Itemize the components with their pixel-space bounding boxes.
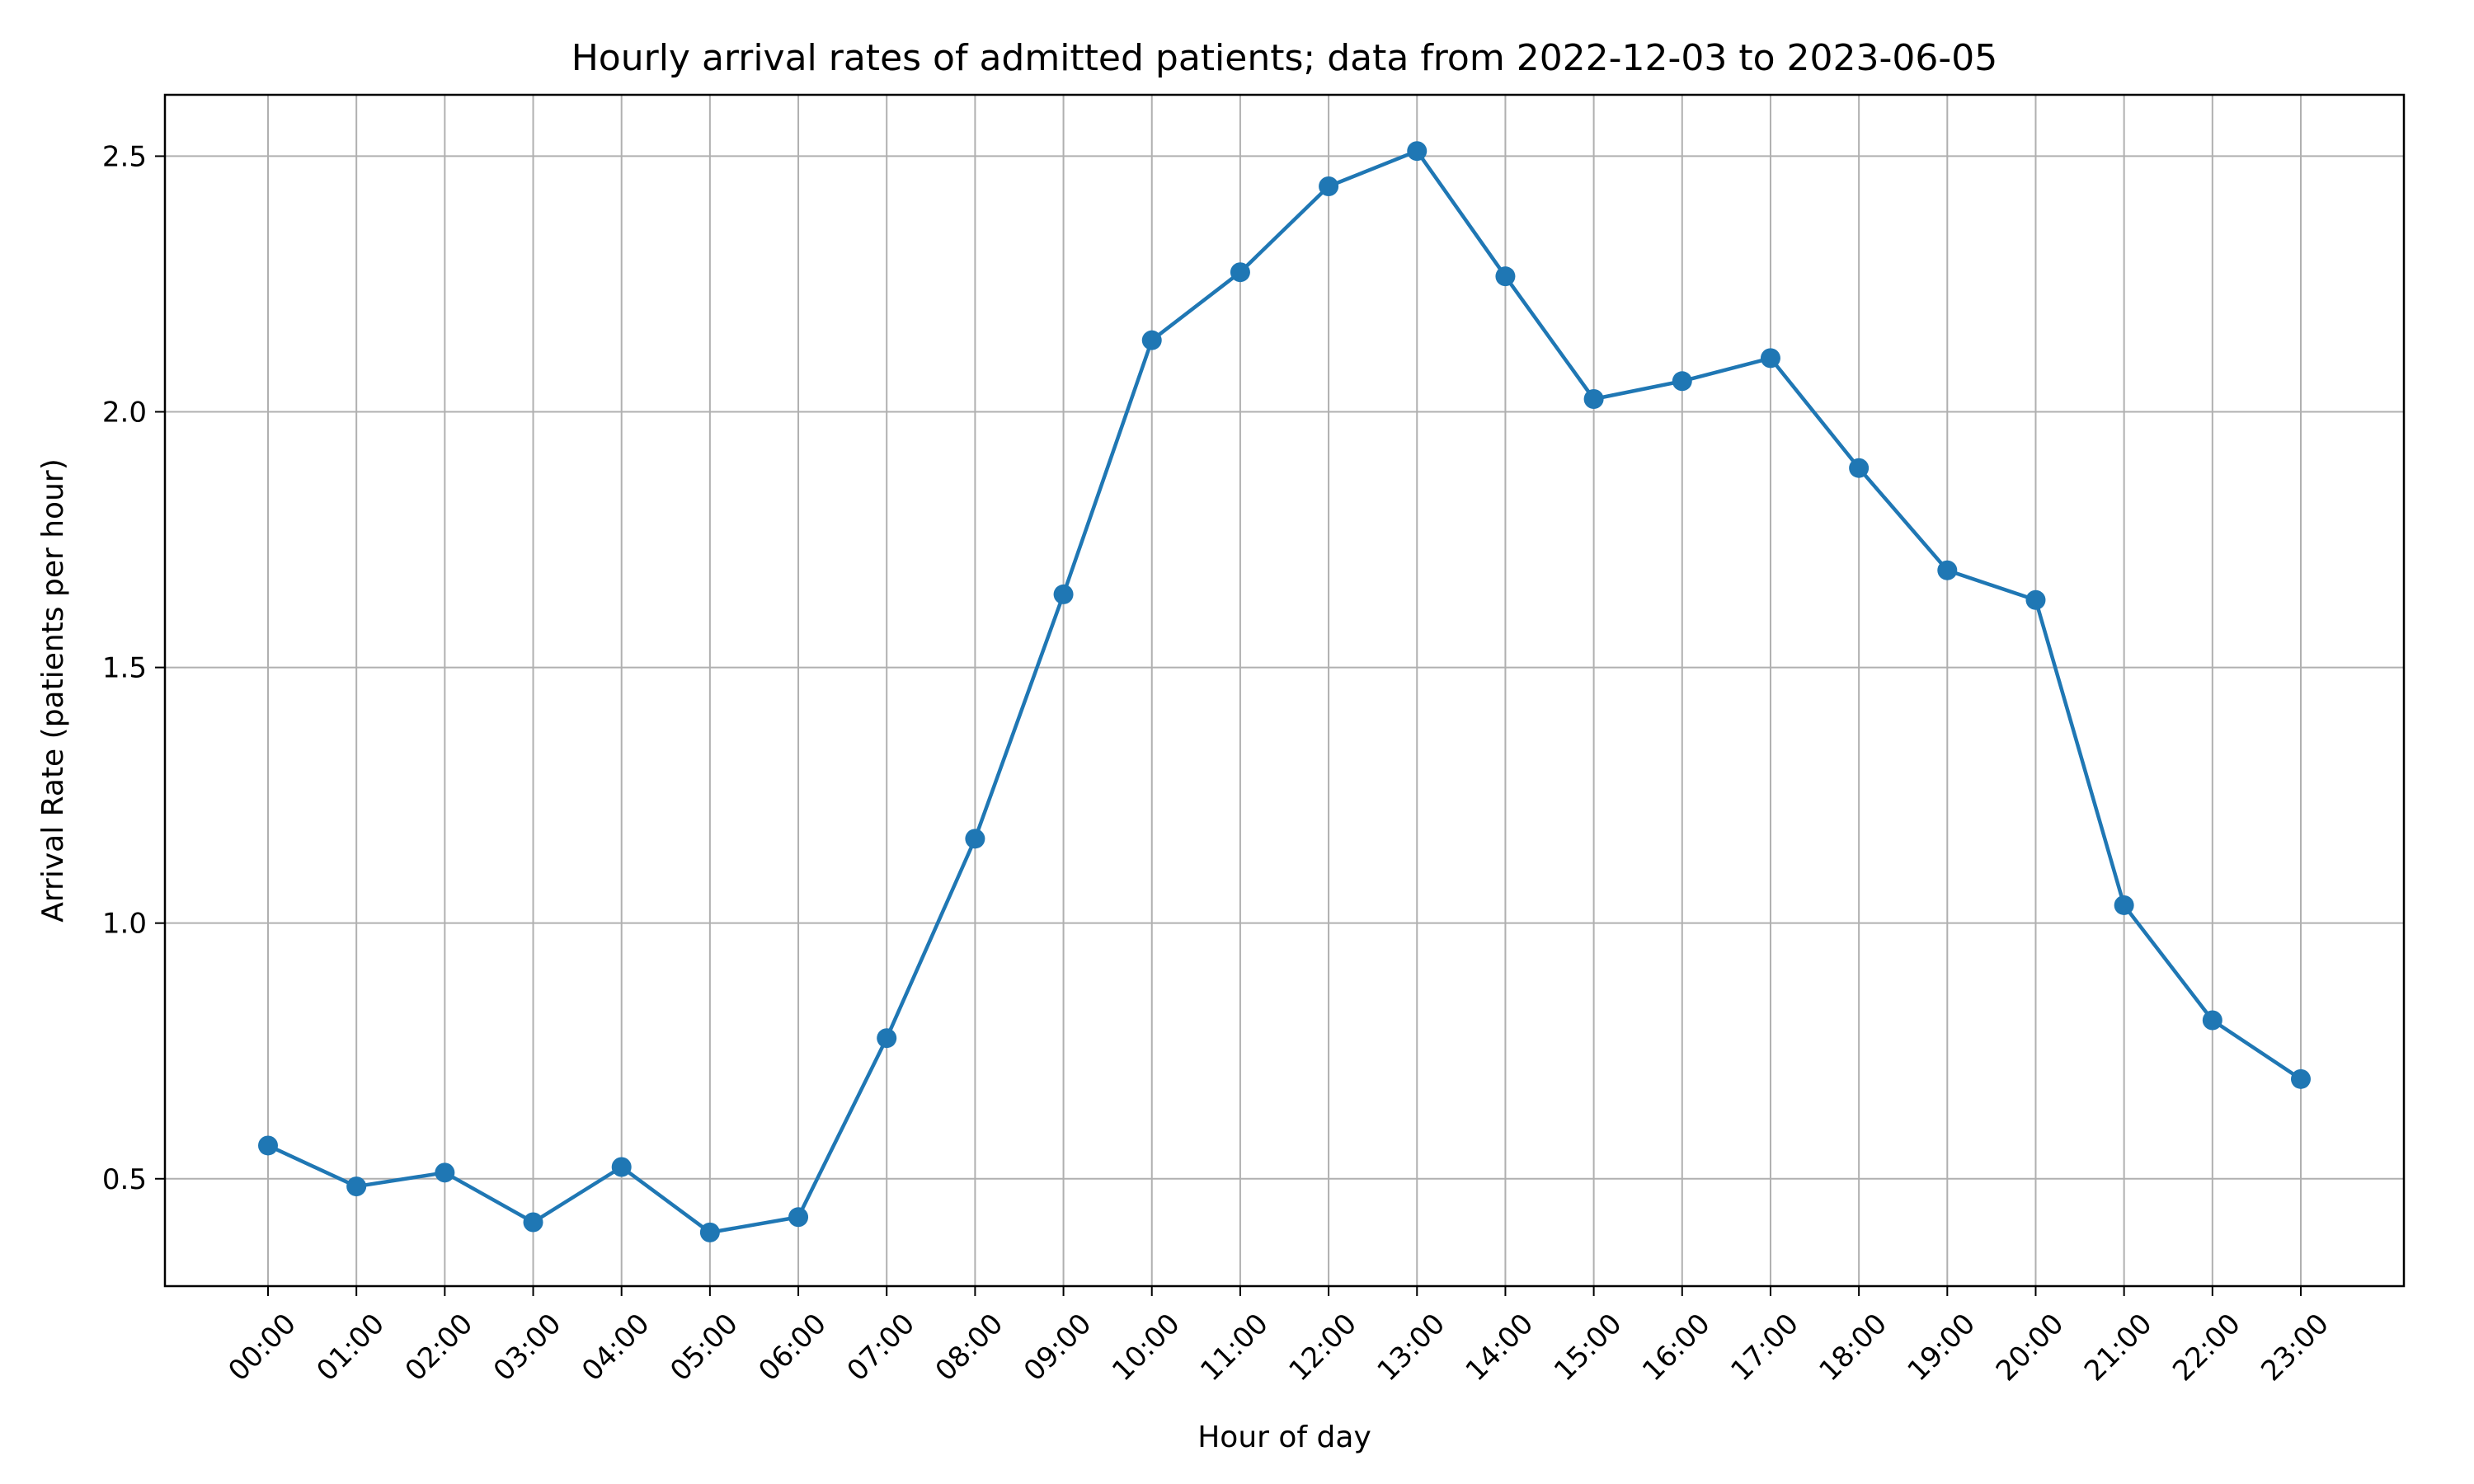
data-point	[258, 1135, 278, 1156]
data-point	[1849, 458, 1870, 478]
data-point	[2202, 1010, 2222, 1031]
x-axis-label: Hour of day	[1197, 1421, 1371, 1454]
data-point	[2291, 1068, 2311, 1089]
data-point	[2114, 895, 2134, 915]
data-point	[788, 1207, 809, 1228]
grid	[165, 95, 2404, 1286]
data-point	[1760, 348, 1780, 369]
y-axis-label: Arrival Rate (patients per hour)	[36, 458, 70, 923]
y-tick-label: 2.5	[102, 140, 147, 173]
data-point	[1319, 176, 1339, 197]
data-point	[1053, 584, 1074, 604]
data-point	[1141, 330, 1162, 350]
y-tick-label: 1.5	[102, 652, 147, 685]
y-tick-label: 1.0	[102, 908, 147, 941]
data-point	[1583, 389, 1604, 410]
series-line	[267, 148, 2302, 1235]
data-point	[699, 1222, 720, 1242]
data-point	[877, 1028, 897, 1049]
data-point	[1495, 266, 1516, 287]
data-point	[1672, 371, 1692, 392]
data-point	[346, 1176, 367, 1197]
series	[258, 141, 2311, 1242]
data-point	[611, 1157, 632, 1177]
y-tick-label: 0.5	[102, 1163, 147, 1196]
plot-frame	[163, 93, 2406, 1288]
data-point	[965, 829, 985, 849]
data-point	[523, 1212, 543, 1233]
data-point	[1407, 141, 1427, 162]
y-tick-label: 2.0	[102, 397, 147, 430]
data-point	[435, 1162, 455, 1183]
data-point	[1937, 560, 1958, 580]
chart-title: Hourly arrival rates of admitted patient…	[571, 37, 1998, 79]
data-point	[1230, 262, 1250, 283]
data-point	[2025, 589, 2046, 610]
